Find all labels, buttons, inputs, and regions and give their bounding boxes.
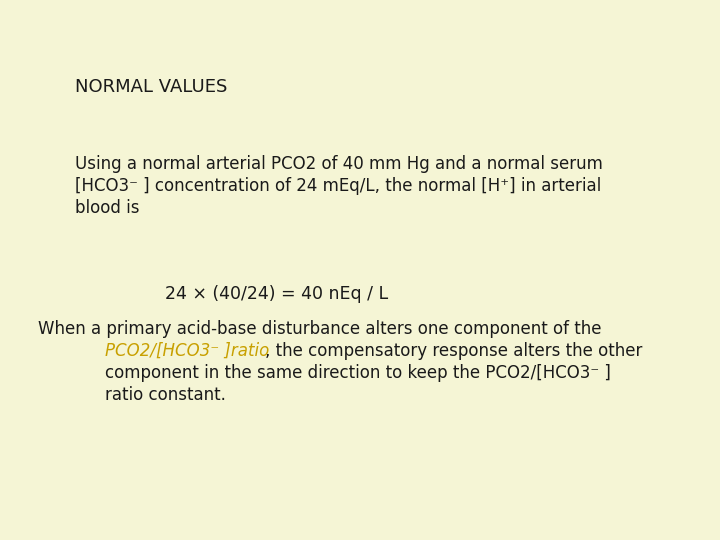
Text: , the compensatory response alters the other: , the compensatory response alters the o… <box>265 342 642 360</box>
Text: [HCO3⁻ ] concentration of 24 mEq/L, the normal [H⁺] in arterial: [HCO3⁻ ] concentration of 24 mEq/L, the … <box>75 177 601 195</box>
Text: Using a normal arterial PCO2 of 40 mm Hg and a normal serum: Using a normal arterial PCO2 of 40 mm Hg… <box>75 155 603 173</box>
Text: NORMAL VALUES: NORMAL VALUES <box>75 78 228 96</box>
Text: When a primary acid-base disturbance alters one component of the: When a primary acid-base disturbance alt… <box>38 320 601 338</box>
Text: PCO2/[HCO3⁻ ]ratio: PCO2/[HCO3⁻ ]ratio <box>105 342 269 360</box>
Text: ratio constant.: ratio constant. <box>105 386 226 404</box>
Text: blood is: blood is <box>75 199 140 217</box>
Text: 24 × (40/24) = 40 nEq / L: 24 × (40/24) = 40 nEq / L <box>165 285 388 303</box>
Text: component in the same direction to keep the PCO2/[HCO3⁻ ]: component in the same direction to keep … <box>105 364 611 382</box>
